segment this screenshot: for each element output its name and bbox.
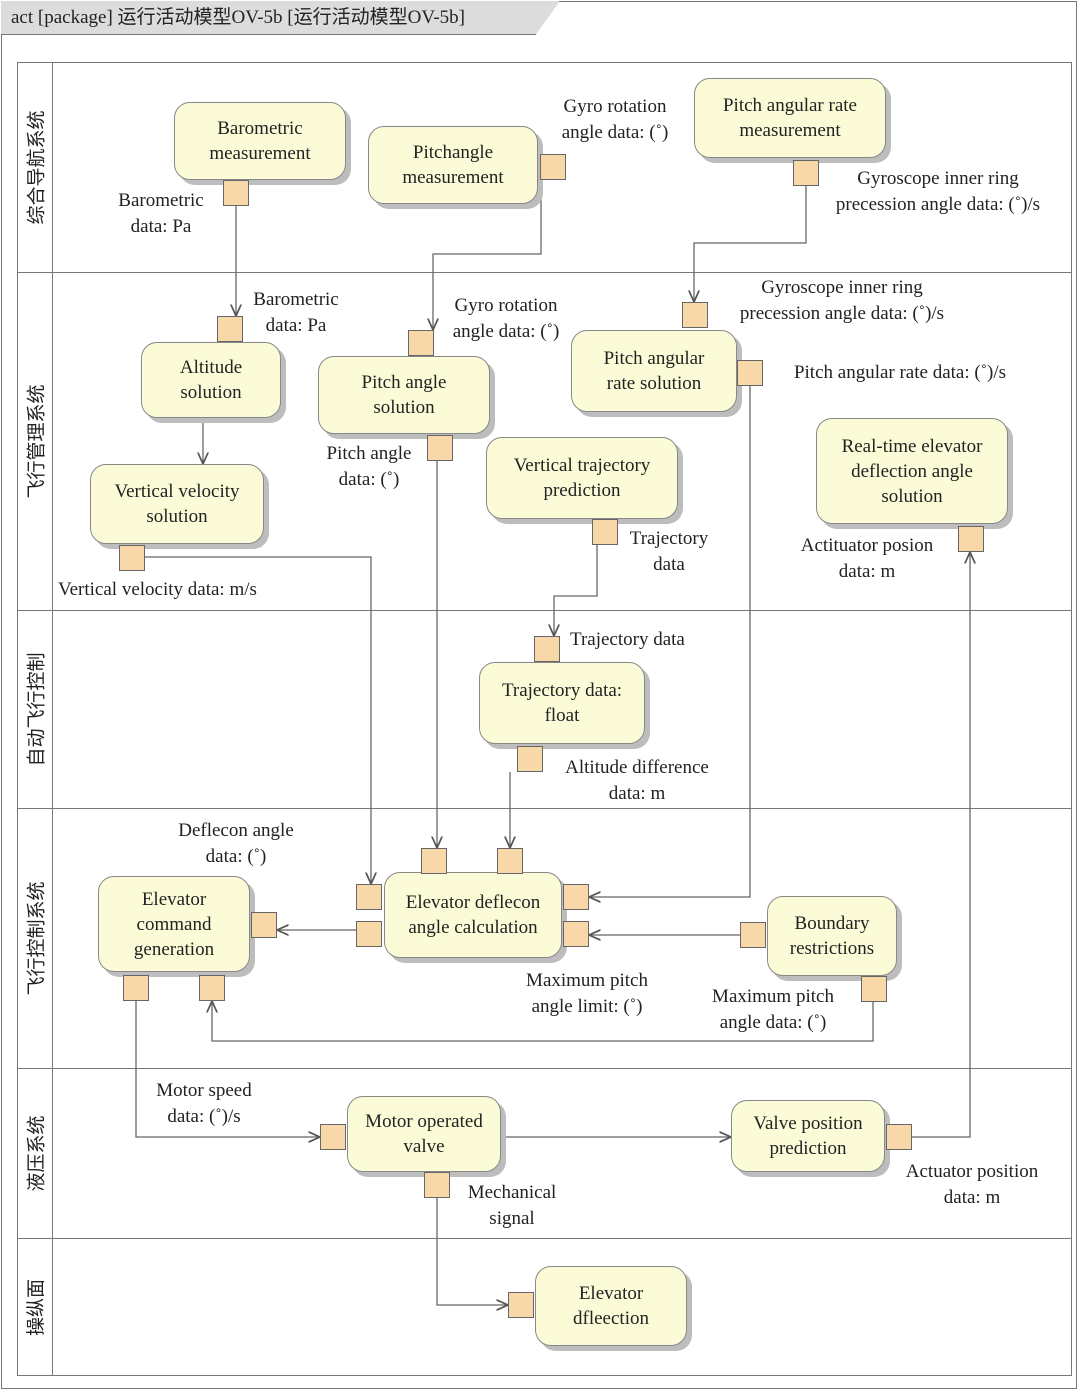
action-elevator-deflection[interactable]: Elevator dfleection (535, 1266, 687, 1346)
pin[interactable] (740, 922, 766, 948)
pin-label: Actuator position data: m (905, 1161, 1039, 1208)
flow-arrow (589, 386, 751, 897)
action-elevator-deflection-calculation[interactable]: Elevator deflecon angle calculation (384, 872, 562, 958)
pin-label: Barometric data: Pa (118, 190, 204, 237)
lane-hydraulic: 液压系统 (17, 1068, 53, 1238)
pin[interactable] (592, 519, 618, 545)
pin[interactable] (886, 1124, 912, 1150)
pin-label: Gyro rotation angle data: (˚) (452, 295, 560, 342)
action-real-time-elevator-deflection[interactable]: Real-time elevator deflection angle solu… (816, 418, 1008, 524)
pin[interactable] (540, 154, 566, 180)
pin[interactable] (217, 316, 243, 342)
pin[interactable] (408, 330, 434, 356)
pin-label: Maximum pitch angle limit: (˚) (526, 970, 648, 1017)
pin[interactable] (123, 975, 149, 1001)
lane-divider (17, 1068, 1072, 1069)
flow-arrow (212, 1001, 874, 1042)
pin-label: Motor speed data: (˚)/s (156, 1080, 252, 1127)
action-vertical-velocity-solution[interactable]: Vertical velocity solution (90, 464, 264, 544)
pin-label: Gyroscope inner ring precession angle da… (739, 277, 945, 324)
action-pitchangle-measurement[interactable]: Pitchangle measurement (368, 126, 538, 204)
pin[interactable] (424, 1172, 450, 1198)
lane-autopilot: 自动飞行控制 (17, 610, 53, 808)
diagram-title: act [package] 运行活动模型OV-5b [运行活动模型OV-5b] (1, 1, 559, 35)
pin[interactable] (682, 302, 708, 328)
pin-label: Trajectory data (629, 528, 709, 575)
pin[interactable] (427, 435, 453, 461)
pin-label: Altitude difference data: m (565, 757, 709, 804)
flow-arrow (912, 552, 970, 1138)
pin[interactable] (793, 160, 819, 186)
action-trajectory-data-float[interactable]: Trajectory data: float (479, 662, 645, 744)
flow-arrow (135, 1001, 320, 1137)
lane-divider (17, 808, 1072, 809)
pin-label: Maximum pitch angle data: (˚) (712, 986, 834, 1033)
pin-label: Gyro rotation angle data: (˚) (561, 96, 669, 143)
pin[interactable] (356, 921, 382, 947)
pin-label: Mechanical signal (467, 1182, 557, 1229)
lane-integrated-navigation: 综合导航系统 (17, 62, 53, 272)
action-valve-position-prediction[interactable]: Valve position prediction (731, 1100, 885, 1172)
pin[interactable] (563, 884, 589, 910)
lane-control-surface: 操纵面 (17, 1238, 53, 1376)
flow-arrow (694, 186, 807, 302)
action-elevator-command-generation[interactable]: Elevator command generation (98, 876, 250, 972)
action-boundary-restrictions[interactable]: Boundary restrictions (767, 896, 897, 976)
pin-label: Barometric data: Pa (253, 289, 339, 336)
lane-flight-control: 飞行控制系统 (17, 808, 53, 1068)
flow-arrow (436, 1198, 508, 1305)
pin[interactable] (534, 636, 560, 662)
action-motor-operated-valve[interactable]: Motor operated valve (347, 1096, 501, 1172)
pin-label: Pitch angle data: (˚) (326, 443, 412, 490)
action-pitch-angle-solution[interactable]: Pitch angle solution (318, 356, 490, 434)
pin[interactable] (421, 848, 447, 874)
pin[interactable] (497, 848, 523, 874)
action-barometric-measurement[interactable]: Barometric measurement (174, 102, 346, 180)
pin[interactable] (223, 180, 249, 206)
pin[interactable] (517, 746, 543, 772)
pin-label: Gyroscope inner ring precession angle da… (835, 168, 1041, 215)
lane-flight-management: 飞行管理系统 (17, 272, 53, 610)
pin[interactable] (320, 1124, 346, 1150)
lane-divider (17, 1238, 1072, 1239)
flow-arrow (554, 545, 598, 636)
pin-label: Pitch angular rate data: (˚)/s (793, 362, 1007, 383)
pin[interactable] (563, 921, 589, 947)
flow-arrow (145, 556, 371, 884)
pin-label: Trajectory data (570, 629, 685, 650)
pin-label: Vertical velocity data: m/s (58, 579, 257, 600)
action-pitch-angular-rate-solution[interactable]: Pitch angular rate solution (571, 330, 737, 412)
action-vertical-trajectory-prediction[interactable]: Vertical trajectory prediction (486, 437, 678, 519)
pin[interactable] (958, 526, 984, 552)
action-altitude-solution[interactable]: Altitude solution (141, 342, 281, 418)
pin[interactable] (861, 976, 887, 1002)
lane-divider (17, 610, 1072, 611)
pin-label: Deflecon angle data: (˚) (178, 820, 294, 867)
pin-label: Actituator posion data: m (800, 535, 934, 582)
pin[interactable] (356, 884, 382, 910)
swimlane-container (17, 62, 1072, 1376)
pin[interactable] (737, 360, 763, 386)
pin[interactable] (199, 975, 225, 1001)
lane-divider (17, 272, 1072, 273)
pin[interactable] (508, 1292, 534, 1318)
flow-arrow (433, 180, 542, 330)
pin[interactable] (251, 912, 277, 938)
action-pitch-angular-rate-measurement[interactable]: Pitch angular rate measurement (694, 78, 886, 158)
pin[interactable] (119, 545, 145, 571)
